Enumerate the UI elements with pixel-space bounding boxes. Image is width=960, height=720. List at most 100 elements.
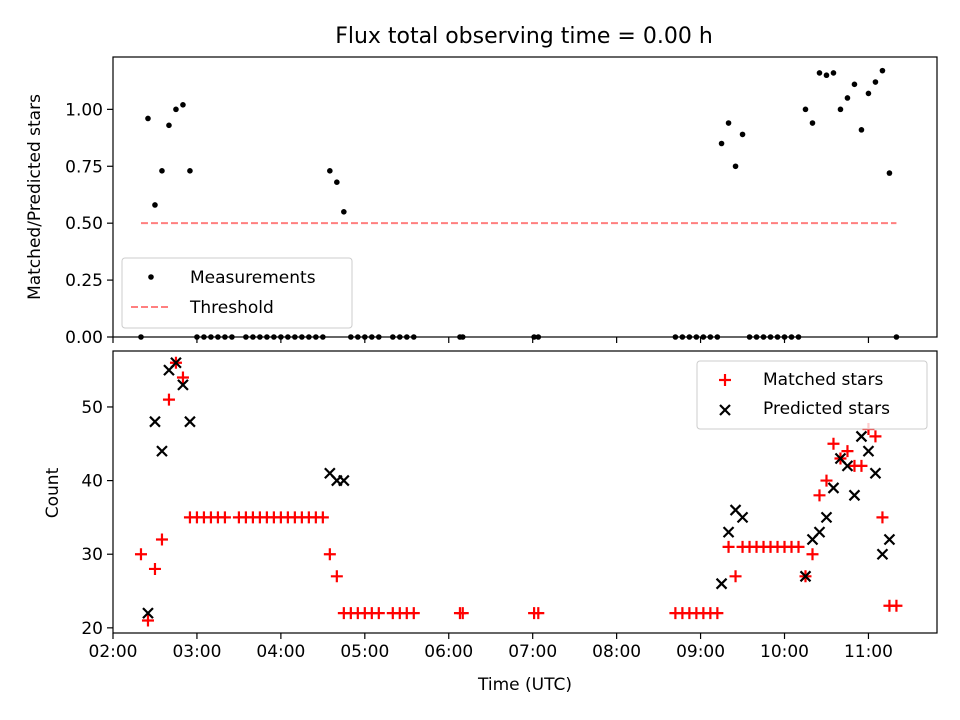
predicted-stars-point — [142, 607, 154, 619]
matched-stars-point — [372, 607, 385, 620]
matched-stars-point — [841, 445, 854, 458]
count-xtick-label: 02:00 — [89, 642, 138, 662]
measurements-point — [159, 168, 165, 174]
count-xtick-label: 06:00 — [424, 642, 473, 662]
matched-stars-point — [316, 511, 329, 524]
predicted-stars-point — [813, 526, 826, 538]
predicted-stars-point — [799, 570, 812, 583]
matched-stars-point — [890, 599, 903, 612]
count-panel-marks — [134, 356, 903, 627]
count-xtick-label: 10:00 — [760, 642, 809, 662]
matched-stars-point — [729, 570, 742, 583]
count-panel-xlabel: Time (UTC) — [477, 675, 572, 695]
count-xtick-label: 09:00 — [676, 642, 725, 662]
matched-stars-point — [869, 430, 882, 443]
matched-stars-point — [876, 511, 889, 524]
ratio-ytick-label: 1.00 — [65, 100, 103, 120]
ratio-panel-yticks: 0.00 0.25 0.50 0.75 1.00 — [65, 100, 113, 348]
measurements-point — [809, 120, 816, 126]
ratio-ytick-label: 0.75 — [65, 157, 103, 177]
count-xtick-label: 07:00 — [508, 642, 557, 662]
count-xtick-label: 03:00 — [172, 642, 221, 662]
count-xtick-label: 11:00 — [844, 642, 893, 662]
ratio-ytick-label: 0.25 — [65, 271, 103, 291]
measurements-point — [334, 179, 340, 186]
matched-stars-point — [330, 570, 343, 583]
count-xtick-label: 04:00 — [256, 642, 305, 662]
matched-stars-point — [820, 474, 833, 487]
matched-stars-point — [176, 371, 189, 384]
predicted-stars-point — [184, 415, 196, 428]
ratio-panel-title: Flux total observing time = 0.00 h — [335, 24, 713, 49]
measurements-point — [145, 115, 151, 122]
ratio-panel-ylabel: Matched/Predicted stars — [25, 94, 45, 300]
ratio-legend-box — [121, 257, 353, 329]
matched-stars-point — [323, 548, 336, 561]
count-ytick-label: 40 — [81, 472, 103, 492]
ratio-panel-legend: Measurements Threshold — [121, 257, 353, 329]
measurements-point — [851, 81, 858, 88]
measurements-point — [180, 102, 186, 108]
ratio-legend-label-measurements: Measurements — [190, 268, 316, 288]
measurements-point — [858, 127, 865, 133]
matched-stars-point — [806, 548, 819, 561]
predicted-stars-point — [177, 379, 189, 391]
count-panel: Count Time (UTC) 20 30 40 50 02:00 03:00 04:0… — [43, 350, 938, 695]
measurements-point — [173, 106, 179, 113]
matched-stars-point — [532, 607, 545, 620]
matched-stars-point — [456, 607, 469, 620]
matched-stars-point — [711, 607, 724, 620]
count-legend-label-predicted: Predicted stars — [763, 399, 890, 419]
matched-stars-point — [162, 393, 175, 406]
predicted-stars-point — [736, 511, 749, 524]
matched-stars-point — [218, 511, 231, 524]
ratio-ytick-label: 0.00 — [65, 328, 103, 348]
matched-stars-point — [813, 489, 826, 502]
measurements-point — [732, 163, 739, 170]
count-xtick-label: 08:00 — [592, 642, 641, 662]
predicted-stars-point — [715, 577, 728, 590]
matched-stars-point — [155, 533, 168, 546]
ratio-panel: Flux total observing time = 0.00 h Match… — [25, 24, 938, 348]
matched-stars-point — [148, 562, 161, 575]
measurements-point — [802, 106, 809, 113]
measurements-point — [718, 140, 725, 147]
ratio-ytick-label: 0.50 — [65, 214, 103, 234]
count-ytick-label: 20 — [81, 619, 103, 639]
matched-stars-point — [827, 437, 840, 450]
measurements-point — [152, 202, 158, 208]
predicted-stars-point — [820, 511, 833, 524]
measurements-point — [816, 70, 823, 76]
predicted-stars-point — [841, 460, 854, 472]
count-panel-ylabel: Count — [43, 467, 63, 518]
measurements-point — [837, 106, 844, 113]
measurements-point — [725, 120, 732, 126]
count-panel-frame — [112, 350, 938, 634]
predicted-stars-point — [149, 415, 161, 428]
measurements-point — [830, 70, 837, 76]
measurements-point — [823, 72, 830, 79]
matched-stars-point — [134, 548, 147, 561]
measurements-point — [341, 208, 347, 215]
predicted-stars-point — [869, 467, 882, 480]
ratio-legend-label-threshold: Threshold — [189, 298, 274, 318]
predicted-stars-point — [156, 445, 168, 457]
measurements-point — [739, 131, 746, 138]
count-xtick-label: 05:00 — [340, 642, 389, 662]
measurements-point — [844, 95, 851, 101]
measurements-point — [879, 67, 886, 74]
count-panel-yticks: 20 30 40 50 — [81, 398, 113, 639]
matched-stars-point — [855, 459, 868, 472]
matched-stars-point — [792, 540, 805, 553]
predicted-stars-point — [855, 430, 868, 443]
measurements-point — [187, 168, 193, 174]
predicted-stars-point — [170, 357, 182, 369]
predicted-stars-point — [338, 474, 350, 487]
measurements-point — [327, 168, 333, 174]
measurements-point — [886, 170, 893, 176]
count-panel-xticks: 02:00 03:00 04:00 05:00 06:00 07:00 08:00 09:00… — [89, 633, 893, 662]
count-legend-label-matched: Matched stars — [763, 370, 883, 390]
measurements-point — [166, 122, 172, 129]
predicted-stars-point — [722, 526, 735, 538]
